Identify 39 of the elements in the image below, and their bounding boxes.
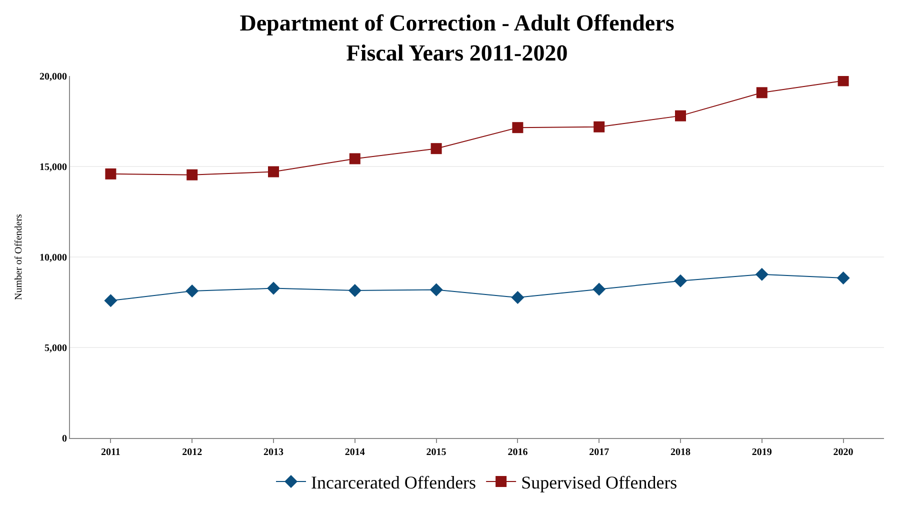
point bbox=[104, 294, 118, 308]
legend-label: Incarcerated Offenders bbox=[311, 472, 476, 493]
x-tick-label: 2015 bbox=[426, 447, 446, 458]
point bbox=[512, 122, 524, 134]
point bbox=[511, 291, 524, 304]
x-tick-label: 2020 bbox=[833, 447, 854, 458]
y-tick-label: 20,000 bbox=[40, 72, 67, 82]
y-tick-label: 15,000 bbox=[40, 162, 67, 173]
point bbox=[592, 282, 606, 296]
x-tick-label: 2019 bbox=[752, 447, 772, 458]
point bbox=[349, 153, 360, 164]
chart-title: Department of Correction - Adult Offenders Fiscal Years 2011-2020 bbox=[240, 10, 674, 66]
x-tick-label: 2012 bbox=[182, 447, 202, 458]
point bbox=[105, 168, 116, 180]
point bbox=[186, 284, 199, 298]
x-tick-label: 2014 bbox=[344, 447, 365, 458]
point bbox=[594, 121, 605, 132]
point bbox=[756, 87, 768, 98]
y-axis-title: Number of Offenders bbox=[14, 214, 24, 300]
point bbox=[267, 282, 280, 295]
point bbox=[675, 110, 686, 122]
x-tick-label: 2017 bbox=[589, 447, 610, 458]
point bbox=[430, 283, 443, 296]
point bbox=[430, 143, 442, 154]
legend-label: Supervised Offenders bbox=[521, 472, 678, 493]
x-tick-label: 2018 bbox=[670, 447, 690, 458]
point bbox=[348, 284, 362, 297]
point bbox=[674, 274, 687, 288]
x-tick-label: 2013 bbox=[264, 447, 284, 458]
y-tick-label: 10,000 bbox=[40, 252, 67, 264]
point bbox=[755, 268, 768, 281]
point bbox=[268, 166, 279, 178]
x-tick-label: 2016 bbox=[508, 447, 528, 458]
point bbox=[186, 169, 198, 180]
point bbox=[836, 272, 850, 284]
x-tick-label: 2011 bbox=[100, 447, 120, 458]
y-tick-label: 0 bbox=[62, 434, 67, 444]
point bbox=[838, 76, 849, 86]
y-tick-label: 5,000 bbox=[44, 343, 67, 354]
